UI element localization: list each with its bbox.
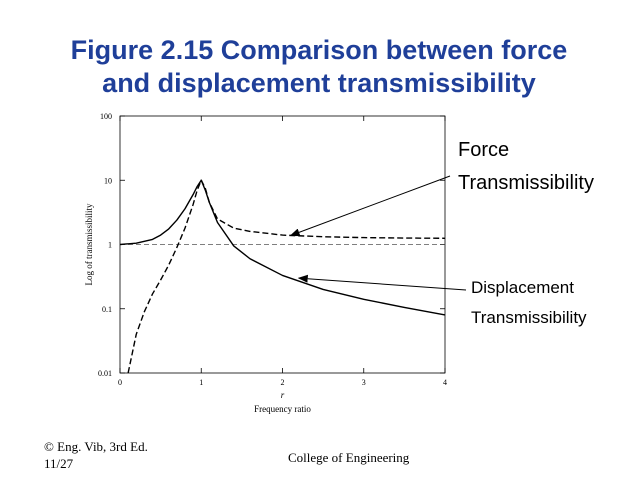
displacement-transmissibility-line bbox=[119, 179, 446, 316]
y-tick-label: 0.1 bbox=[102, 305, 112, 314]
footer-page-number: 11/27 bbox=[44, 456, 74, 471]
title-line-1: Figure 2.15 Comparison between force bbox=[70, 35, 568, 65]
x-axis-label: Frequency ratio bbox=[254, 404, 311, 414]
force-callout-line-2: Transmissibility bbox=[458, 172, 594, 194]
y-tick-label: 1 bbox=[108, 241, 112, 250]
displacement-callout-line-1: Displacement bbox=[471, 278, 574, 297]
slide-title: Figure 2.15 Comparison between force and… bbox=[0, 34, 638, 100]
displacement-callout-line-2: Transmissibility bbox=[471, 308, 587, 327]
chart-series bbox=[119, 179, 446, 374]
title-line-2: and displacement transmissibility bbox=[102, 68, 536, 98]
x-tick-label: 2 bbox=[281, 378, 285, 387]
y-axis-label: Log of transmissibility bbox=[84, 203, 94, 285]
x-tick-label: 3 bbox=[362, 378, 366, 387]
footer-institution: College of Engineering bbox=[288, 450, 410, 465]
y-tick-label: 10 bbox=[104, 176, 112, 185]
x-tick-label: 0 bbox=[118, 378, 122, 387]
displacement-callout-arrow bbox=[297, 274, 467, 291]
force-callout-line-1: Force bbox=[458, 139, 510, 161]
force-callout-arrow bbox=[289, 175, 451, 237]
y-tick-label: 100 bbox=[100, 112, 112, 121]
chart-axes: 0 1 2 3 4 0.01 0.1 1 10 100 r Frequency ratio Log of… bbox=[84, 112, 447, 414]
x-tick-label: 4 bbox=[443, 378, 447, 387]
footer-source-line-1: © Eng. Vib, 3rd Ed. bbox=[44, 439, 148, 454]
x-tick-label: 1 bbox=[199, 378, 203, 387]
chart-arrows bbox=[289, 175, 467, 291]
y-tick-label: 0.01 bbox=[98, 369, 112, 378]
x-axis-symbol: r bbox=[281, 390, 285, 400]
